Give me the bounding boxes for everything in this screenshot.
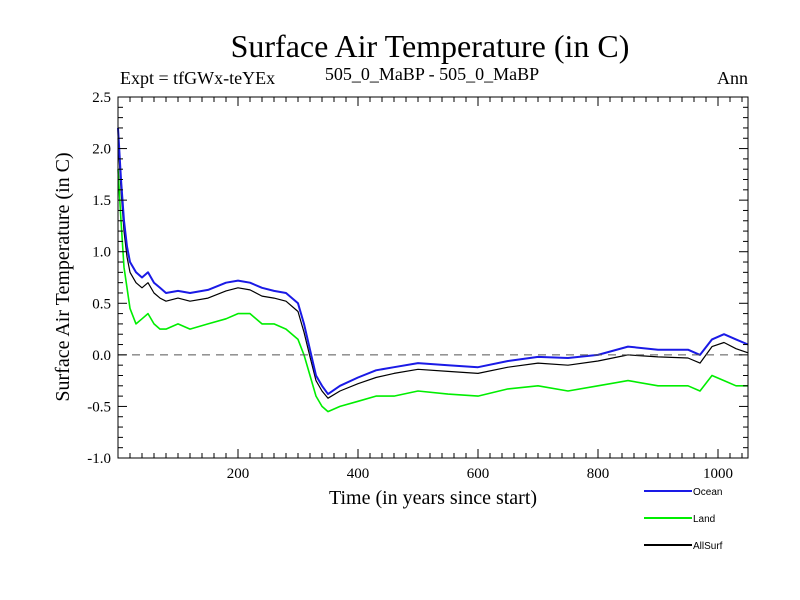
y-tick-label: 1.5 (92, 193, 111, 209)
y-tick-label: 2.5 (92, 90, 111, 106)
legend-label-allsurf: AllSurf (693, 541, 723, 552)
x-axis-label: Time (in years since start) (329, 487, 537, 509)
plot-area (117, 127, 749, 413)
comparison-label: 505_0_MaBP - 505_0_MaBP (325, 64, 539, 84)
season-label: Ann (717, 68, 748, 88)
legend-label-ocean: Ocean (693, 487, 722, 498)
series-line-land (117, 169, 748, 413)
x-tick-label: 200 (227, 466, 250, 482)
axes: 200 400 600 800 1000 -1.0 -0.5 0.0 0.5 1.0 1.5 2.0 2… (87, 90, 748, 482)
y-tick-label: -1.0 (87, 451, 111, 467)
chart-title: Surface Air Temperature (in C) (231, 28, 630, 64)
legend: Ocean Land AllSurf (644, 487, 723, 552)
experiment-label: Expt = tfGWx-teYEx (120, 68, 275, 88)
legend-label-land: Land (693, 514, 715, 525)
x-tick-label: 1000 (703, 466, 733, 482)
y-tick-label: 0.5 (92, 296, 111, 312)
x-tick-label: 600 (467, 466, 490, 482)
series-line-allsurf (117, 138, 749, 399)
series-line-ocean (117, 127, 749, 396)
plot-frame (117, 96, 749, 459)
y-axis-label: Surface Air Temperature (in C) (52, 152, 74, 401)
x-tick-label: 800 (587, 466, 610, 482)
y-tick-label: 1.0 (92, 245, 111, 261)
y-tick-label: 2.0 (92, 142, 111, 158)
y-tick-label: -0.5 (87, 399, 111, 415)
y-tick-label: 0.0 (92, 348, 111, 364)
x-tick-label: 400 (347, 466, 370, 482)
